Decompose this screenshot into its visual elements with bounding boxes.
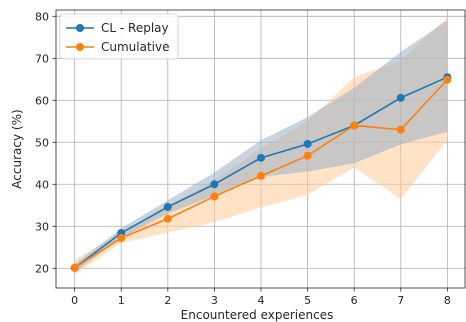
point-cumulative (163, 214, 172, 223)
point-cumulative (70, 263, 79, 272)
axis-ticks: 0 1 2 3 4 5 6 7 8 20 30 40 50 60 70 80 (35, 10, 451, 307)
legend: CL - Replay Cumulative (59, 13, 179, 60)
y-tick-label: 40 (35, 178, 49, 191)
y-axis-label: Accuracy (%) (10, 109, 24, 188)
x-tick-label: 7 (397, 294, 404, 307)
point-cl-replay (396, 93, 405, 102)
x-tick-label: 5 (304, 294, 311, 307)
y-tick-label: 20 (35, 262, 49, 275)
point-cl-replay (163, 202, 172, 211)
axes-frame (55, 9, 466, 289)
y-tick-label: 30 (35, 220, 49, 233)
y-tick-label: 70 (35, 52, 49, 65)
point-cl-replay (303, 139, 312, 148)
point-cl-replay (210, 180, 219, 189)
point-cumulative (210, 192, 219, 201)
x-tick-label: 3 (211, 294, 218, 307)
x-tick-label: 0 (71, 294, 78, 307)
x-tick-label: 4 (258, 294, 265, 307)
y-tick-label: 50 (35, 136, 49, 149)
x-tick-label: 8 (444, 294, 451, 307)
x-tick-label: 6 (351, 294, 358, 307)
point-cumulative (303, 151, 312, 160)
point-cumulative (396, 125, 405, 134)
point-cl-replay (257, 153, 265, 162)
y-tick-label: 80 (35, 10, 49, 23)
x-axis-label: Encountered experiences (181, 308, 334, 322)
legend-label-cumulative: Cumulative (101, 40, 170, 54)
series-lines (70, 73, 452, 272)
point-cumulative (117, 234, 126, 243)
legend-marker-cl-replay (76, 24, 84, 32)
x-tick-label: 2 (164, 294, 171, 307)
x-tick-label: 1 (118, 294, 125, 307)
legend-marker-cumulative (76, 43, 84, 51)
legend-label-cl-replay: CL - Replay (101, 21, 169, 35)
point-cumulative (350, 121, 359, 130)
y-tick-label: 60 (35, 94, 49, 107)
point-cumulative (443, 75, 452, 84)
point-cumulative (257, 171, 265, 180)
